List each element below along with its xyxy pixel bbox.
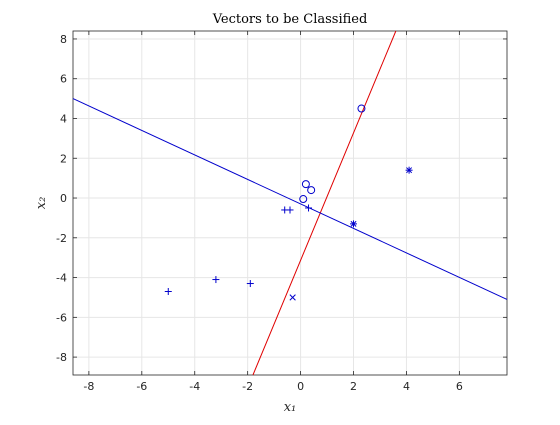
plus-point	[305, 204, 313, 212]
x-tick-label: 0	[297, 380, 304, 393]
grid	[73, 31, 507, 375]
y-tick-label: 0	[60, 192, 67, 205]
circle-mark	[299, 195, 308, 204]
circle-mark	[357, 104, 366, 113]
circle-mark	[307, 186, 316, 195]
circle-mark	[301, 180, 310, 189]
circle-point	[299, 195, 308, 204]
y-tick-label: -2	[56, 232, 67, 245]
x-point	[289, 294, 296, 301]
y-ticks: -8 -6 -4 -2 0 2 4 6 8	[56, 33, 507, 364]
x-tick-label: 2	[350, 380, 357, 393]
y-axis-label: x₂	[34, 197, 49, 210]
asterisk-point	[405, 166, 413, 174]
x-axis-label: x₁	[284, 400, 297, 415]
y-tick-label: -8	[56, 351, 67, 364]
circle-point	[301, 180, 310, 189]
data-points	[164, 104, 413, 301]
x-tick-label: -6	[136, 380, 147, 393]
axes-box	[72, 30, 508, 376]
y-tick-label: 6	[60, 73, 67, 86]
y-tick-label: 2	[60, 152, 67, 165]
asterisk-mark-b	[350, 220, 357, 227]
axes	[72, 30, 508, 376]
red-boundary-line	[252, 30, 397, 376]
y-tick-label: 8	[60, 33, 67, 46]
y-tick-label: 4	[60, 112, 67, 125]
circle-point	[357, 104, 366, 113]
plot-area	[73, 31, 507, 375]
y-tick-label: -6	[56, 311, 67, 324]
x-tick-label: 4	[403, 380, 410, 393]
x-mark-b	[289, 294, 296, 301]
x-tick-label: 6	[456, 380, 463, 393]
plus-point	[212, 276, 220, 284]
plus-point	[246, 280, 254, 288]
asterisk-point	[350, 220, 358, 228]
boundary-lines	[72, 30, 508, 376]
asterisk-mark-b	[406, 167, 413, 174]
x-tick-label: -2	[242, 380, 253, 393]
x-tick-label: -4	[189, 380, 200, 393]
blue-boundary-line	[72, 98, 508, 300]
circle-point	[307, 186, 316, 195]
x-ticks: -8 -6 -4 -2 0 2 4 6	[83, 31, 463, 393]
y-tick-label: -4	[56, 272, 67, 285]
x-tick-label: -8	[83, 380, 94, 393]
chart-title: Vectors to be Classified	[212, 12, 368, 27]
plus-point	[164, 287, 172, 295]
plus-point	[286, 206, 294, 214]
